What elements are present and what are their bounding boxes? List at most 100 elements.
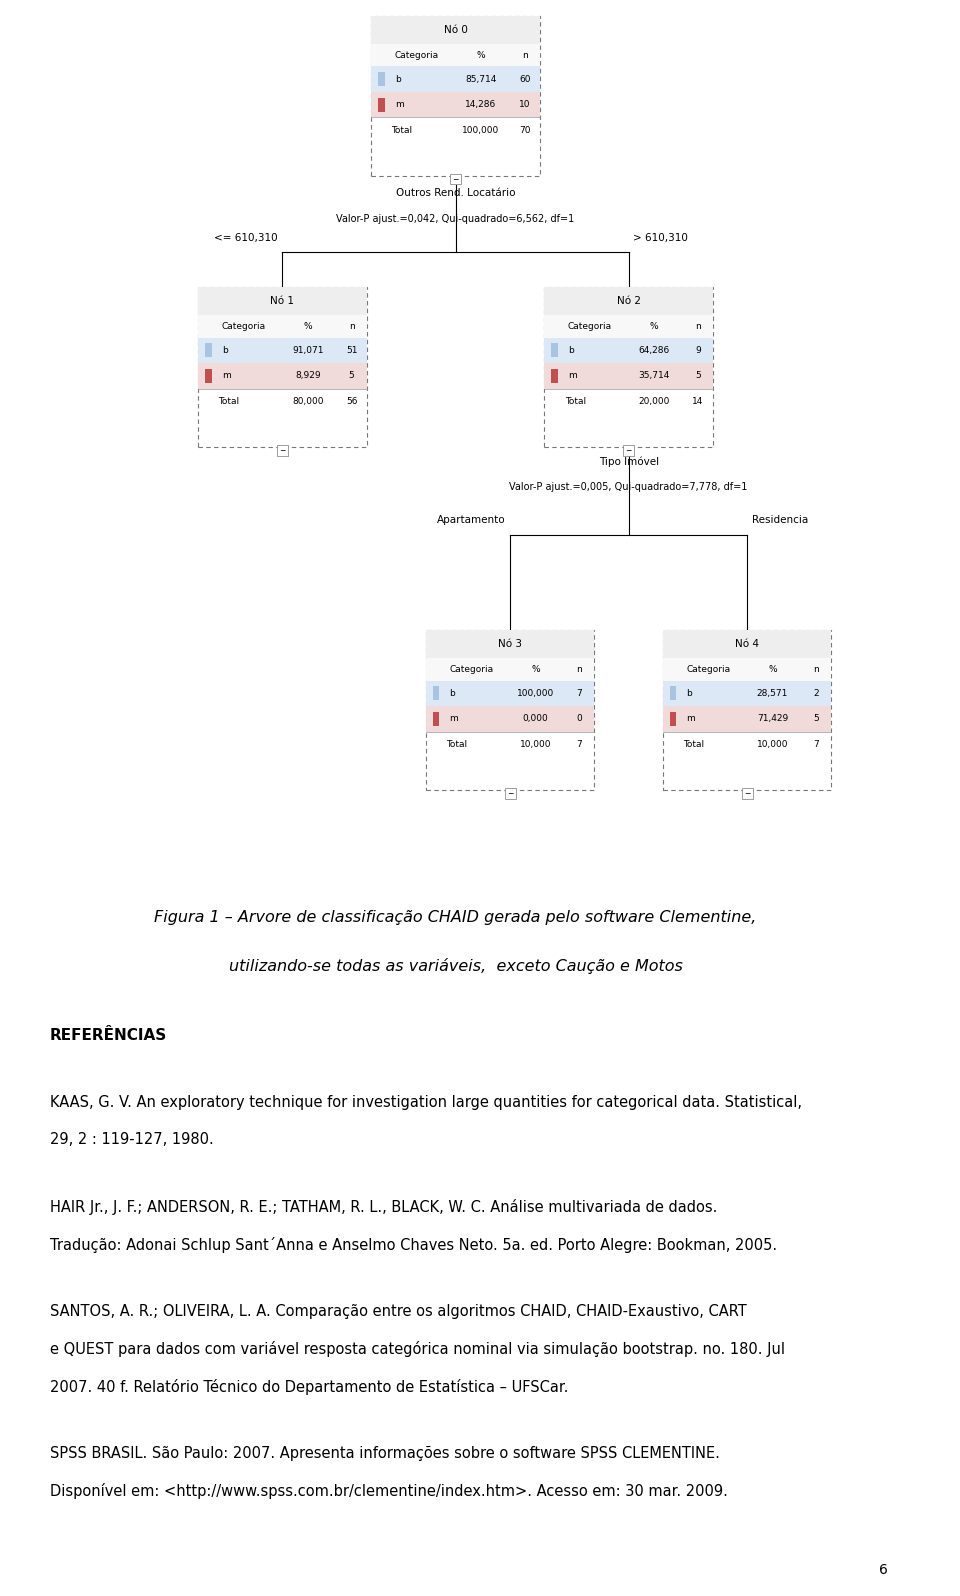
Text: Valor-P ajust.=0,005, Qui-quadrado=7,778, df=1: Valor-P ajust.=0,005, Qui-quadrado=7,778… <box>510 482 748 492</box>
FancyBboxPatch shape <box>544 287 713 316</box>
Text: m: m <box>686 715 695 723</box>
Text: Total: Total <box>683 741 705 749</box>
FancyBboxPatch shape <box>505 788 516 800</box>
Text: 35,714: 35,714 <box>638 372 670 380</box>
Text: n: n <box>576 666 582 674</box>
FancyBboxPatch shape <box>204 343 211 358</box>
Text: Apartamento: Apartamento <box>437 516 506 525</box>
FancyBboxPatch shape <box>372 93 540 118</box>
Text: −: − <box>279 445 286 455</box>
FancyBboxPatch shape <box>426 630 594 658</box>
Text: 28,571: 28,571 <box>756 689 788 697</box>
Text: SPSS BRASIL. São Paulo: 2007. Apresenta informações sobre o software SPSS CLEMEN: SPSS BRASIL. São Paulo: 2007. Apresenta … <box>50 1446 720 1460</box>
FancyBboxPatch shape <box>551 369 558 383</box>
FancyBboxPatch shape <box>662 630 831 790</box>
FancyBboxPatch shape <box>544 338 713 364</box>
FancyBboxPatch shape <box>204 369 211 383</box>
Text: %: % <box>768 666 777 674</box>
Text: %: % <box>476 51 485 59</box>
Text: Total: Total <box>564 397 586 405</box>
Text: KAAS, G. V. An exploratory technique for investigation large quantities for cate: KAAS, G. V. An exploratory technique for… <box>50 1095 803 1109</box>
Text: 2007. 40 f. Relatório Técnico do Departamento de Estatística – UFSCar.: 2007. 40 f. Relatório Técnico do Departa… <box>50 1379 568 1395</box>
Text: utilizando-se todas as variáveis,  exceto Caução e Motos: utilizando-se todas as variáveis, exceto… <box>228 958 683 974</box>
Text: −: − <box>507 788 514 798</box>
FancyBboxPatch shape <box>662 680 831 705</box>
Text: Categoria: Categoria <box>449 666 493 674</box>
Text: HAIR Jr., J. F.; ANDERSON, R. E.; TATHAM, R. L., BLACK, W. C. Análise multivaria: HAIR Jr., J. F.; ANDERSON, R. E.; TATHAM… <box>50 1200 717 1216</box>
Text: Nó 2: Nó 2 <box>616 297 640 306</box>
Text: 0: 0 <box>576 715 582 723</box>
Text: 8,929: 8,929 <box>295 372 321 380</box>
Text: 29, 2 : 119-127, 1980.: 29, 2 : 119-127, 1980. <box>50 1133 214 1148</box>
Text: −: − <box>626 445 632 455</box>
FancyBboxPatch shape <box>551 343 558 358</box>
FancyBboxPatch shape <box>426 630 594 790</box>
Text: e QUEST para dados com variável resposta categórica nominal via simulação bootst: e QUEST para dados com variável resposta… <box>50 1341 785 1358</box>
Text: 60: 60 <box>519 75 530 83</box>
FancyBboxPatch shape <box>662 630 831 658</box>
FancyBboxPatch shape <box>742 788 753 800</box>
Text: %: % <box>531 666 540 674</box>
FancyBboxPatch shape <box>372 67 540 93</box>
Text: Nó 4: Nó 4 <box>735 640 759 650</box>
Text: n: n <box>695 322 701 330</box>
Text: Classificação do Locatário: Classificação do Locatário <box>379 40 532 53</box>
Text: b: b <box>686 689 692 697</box>
Text: b: b <box>449 689 455 697</box>
Text: 14,286: 14,286 <box>466 101 496 109</box>
Text: 80,000: 80,000 <box>292 397 324 405</box>
Text: 9: 9 <box>695 346 701 354</box>
FancyBboxPatch shape <box>198 316 367 338</box>
Text: Total: Total <box>218 397 239 405</box>
FancyBboxPatch shape <box>378 72 385 86</box>
Text: 7: 7 <box>813 741 819 749</box>
Text: 10,000: 10,000 <box>519 741 551 749</box>
FancyBboxPatch shape <box>372 16 540 45</box>
FancyBboxPatch shape <box>378 97 385 112</box>
FancyBboxPatch shape <box>662 658 831 680</box>
FancyBboxPatch shape <box>662 705 831 733</box>
Text: m: m <box>222 372 230 380</box>
Text: 51: 51 <box>346 346 357 354</box>
Text: 91,071: 91,071 <box>292 346 324 354</box>
FancyBboxPatch shape <box>669 686 676 701</box>
Text: 10: 10 <box>519 101 530 109</box>
FancyBboxPatch shape <box>544 287 713 447</box>
FancyBboxPatch shape <box>426 705 594 733</box>
Text: 14: 14 <box>692 397 704 405</box>
Text: %: % <box>303 322 312 330</box>
Text: Outros Rend. Locatário: Outros Rend. Locatário <box>396 188 516 198</box>
Text: 20,000: 20,000 <box>638 397 670 405</box>
Text: 6: 6 <box>879 1562 888 1577</box>
Text: > 610,310: > 610,310 <box>634 233 688 243</box>
Text: b: b <box>568 346 574 354</box>
Text: m: m <box>449 715 458 723</box>
FancyBboxPatch shape <box>544 364 713 389</box>
Text: Tipo Imóvel: Tipo Imóvel <box>599 456 659 468</box>
FancyBboxPatch shape <box>450 174 461 185</box>
Text: <= 610,310: <= 610,310 <box>214 233 277 243</box>
Text: Nó 0: Nó 0 <box>444 26 468 35</box>
Text: n: n <box>522 51 528 59</box>
Text: 85,714: 85,714 <box>466 75 496 83</box>
Text: 7: 7 <box>576 741 582 749</box>
Text: Tradução: Adonai Schlup Sant´Anna e Anselmo Chaves Neto. 5a. ed. Porto Alegre: B: Tradução: Adonai Schlup Sant´Anna e Anse… <box>50 1237 778 1253</box>
FancyBboxPatch shape <box>372 45 540 67</box>
Text: Valor-P ajust.=0,042, Qui-quadrado=6,562, df=1: Valor-P ajust.=0,042, Qui-quadrado=6,562… <box>336 214 575 223</box>
FancyBboxPatch shape <box>276 445 288 456</box>
FancyBboxPatch shape <box>544 316 713 338</box>
Text: 100,000: 100,000 <box>516 689 554 697</box>
Text: REFERÊNCIAS: REFERÊNCIAS <box>50 1028 167 1042</box>
Text: n: n <box>813 666 819 674</box>
Text: Categoria: Categoria <box>567 322 612 330</box>
Text: 7: 7 <box>576 689 582 697</box>
Text: Total: Total <box>446 741 468 749</box>
FancyBboxPatch shape <box>198 338 367 364</box>
FancyBboxPatch shape <box>433 712 440 726</box>
FancyBboxPatch shape <box>426 680 594 705</box>
Text: m: m <box>395 101 403 109</box>
Text: −: − <box>744 788 751 798</box>
FancyBboxPatch shape <box>623 445 635 456</box>
Text: Categoria: Categoria <box>686 666 731 674</box>
Text: n: n <box>348 322 354 330</box>
